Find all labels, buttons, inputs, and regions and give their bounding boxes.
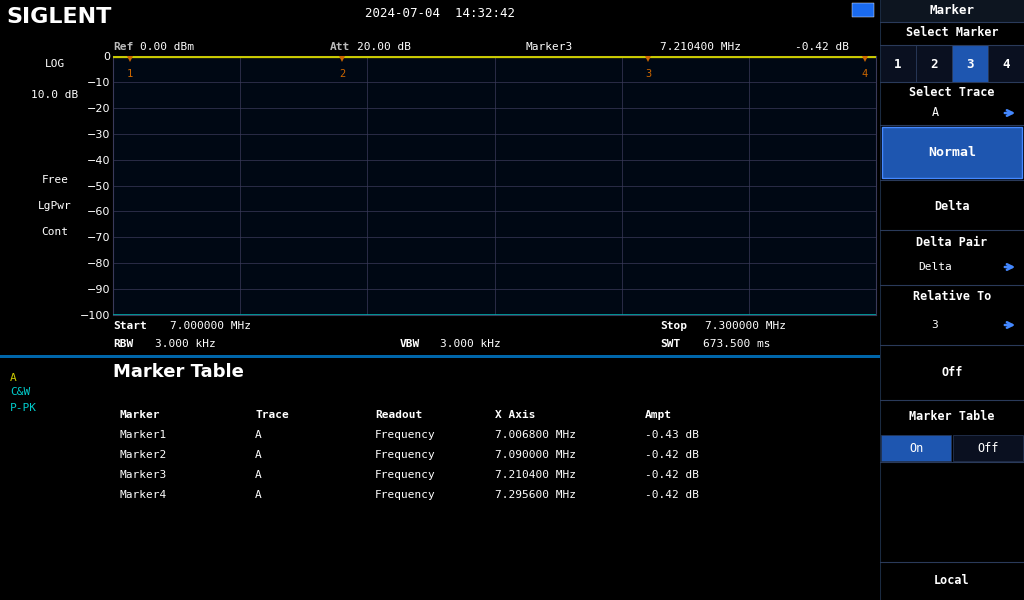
Text: A: A: [255, 430, 262, 440]
Text: P-PK: P-PK: [10, 403, 37, 413]
Text: Start: Start: [113, 321, 146, 331]
Bar: [880, 0, 1024, 22]
Text: C&W: C&W: [10, 387, 31, 397]
Text: Marker: Marker: [120, 410, 161, 420]
Text: Marker3: Marker3: [120, 470, 167, 480]
Text: Free: Free: [42, 175, 69, 185]
Text: LgPwr: LgPwr: [38, 201, 72, 211]
Text: 1: 1: [894, 58, 902, 70]
Text: Ampt: Ampt: [645, 410, 672, 420]
Text: 7.210400 MHz: 7.210400 MHz: [495, 470, 575, 480]
Text: -0.42 dB: -0.42 dB: [645, 470, 699, 480]
Text: On: On: [909, 442, 923, 455]
Text: Marker Table: Marker Table: [113, 363, 244, 381]
Text: 7.090000 MHz: 7.090000 MHz: [495, 450, 575, 460]
Text: Marker3: Marker3: [525, 42, 572, 52]
Text: 4: 4: [1002, 58, 1010, 70]
Text: Trace: Trace: [255, 410, 289, 420]
Text: Frequency: Frequency: [375, 490, 436, 500]
Text: Off: Off: [977, 442, 998, 455]
Text: Att: Att: [330, 42, 350, 52]
Bar: [882, 127, 1022, 178]
Text: -0.42 dB: -0.42 dB: [645, 490, 699, 500]
Text: Readout: Readout: [375, 410, 422, 420]
Text: X Axis: X Axis: [495, 410, 536, 420]
Text: Marker2: Marker2: [120, 450, 167, 460]
Bar: [988, 45, 1024, 82]
Text: 20.00 dB: 20.00 dB: [357, 42, 411, 52]
Bar: [916, 45, 952, 82]
Bar: [881, 435, 951, 461]
Text: 1: 1: [127, 69, 133, 79]
Text: Delta Pair: Delta Pair: [916, 235, 987, 248]
Text: A: A: [932, 107, 939, 119]
Text: VBW: VBW: [400, 339, 420, 349]
Text: Frequency: Frequency: [375, 450, 436, 460]
Text: SWT: SWT: [660, 339, 680, 349]
Text: SIGLENT: SIGLENT: [6, 7, 112, 27]
Bar: [953, 435, 1023, 461]
Text: 2024-07-04  14:32:42: 2024-07-04 14:32:42: [365, 7, 515, 20]
Text: Delta: Delta: [919, 262, 952, 272]
Text: Frequency: Frequency: [375, 470, 436, 480]
Text: -0.42 dB: -0.42 dB: [795, 42, 849, 52]
Text: 2: 2: [339, 69, 345, 79]
Text: Ref: Ref: [113, 42, 133, 52]
Text: Frequency: Frequency: [375, 430, 436, 440]
Text: A: A: [255, 470, 262, 480]
Text: Delta: Delta: [934, 199, 970, 212]
Text: Marker4: Marker4: [120, 490, 167, 500]
Text: Stop: Stop: [660, 321, 687, 331]
Text: -0.42 dB: -0.42 dB: [645, 450, 699, 460]
Bar: [852, 3, 874, 17]
Text: Cont: Cont: [42, 227, 69, 237]
Text: Marker1: Marker1: [120, 430, 167, 440]
Text: Marker: Marker: [930, 4, 975, 17]
Bar: [0, 355, 880, 358]
Text: Relative To: Relative To: [912, 290, 991, 304]
Text: 7.295600 MHz: 7.295600 MHz: [495, 490, 575, 500]
Text: 3: 3: [645, 69, 651, 79]
Text: -0.43 dB: -0.43 dB: [645, 430, 699, 440]
Text: RBW: RBW: [113, 339, 133, 349]
Text: Local: Local: [934, 575, 970, 587]
Text: 3: 3: [967, 58, 974, 70]
Text: 673.500 ms: 673.500 ms: [703, 339, 770, 349]
Text: 0.00 dBm: 0.00 dBm: [140, 42, 194, 52]
Text: Select Trace: Select Trace: [909, 85, 994, 98]
Text: LOG: LOG: [45, 59, 66, 69]
Text: 10.0 dB: 10.0 dB: [32, 90, 79, 100]
Text: Off: Off: [941, 367, 963, 379]
Text: Select Marker: Select Marker: [905, 25, 998, 38]
Text: 7.300000 MHz: 7.300000 MHz: [705, 321, 786, 331]
Text: A: A: [255, 490, 262, 500]
Text: 7.210400 MHz: 7.210400 MHz: [660, 42, 741, 52]
Text: 3.000 kHz: 3.000 kHz: [440, 339, 501, 349]
Bar: [880, 45, 916, 82]
Text: 7.000000 MHz: 7.000000 MHz: [170, 321, 251, 331]
Text: A: A: [255, 450, 262, 460]
Text: 2: 2: [930, 58, 938, 70]
Bar: [952, 45, 988, 82]
Text: 3: 3: [932, 320, 938, 330]
Text: Marker Table: Marker Table: [909, 410, 994, 424]
Text: Normal: Normal: [928, 146, 976, 160]
Text: A: A: [10, 373, 16, 383]
Text: 7.006800 MHz: 7.006800 MHz: [495, 430, 575, 440]
Text: 3.000 kHz: 3.000 kHz: [155, 339, 216, 349]
Text: 4: 4: [861, 69, 868, 79]
